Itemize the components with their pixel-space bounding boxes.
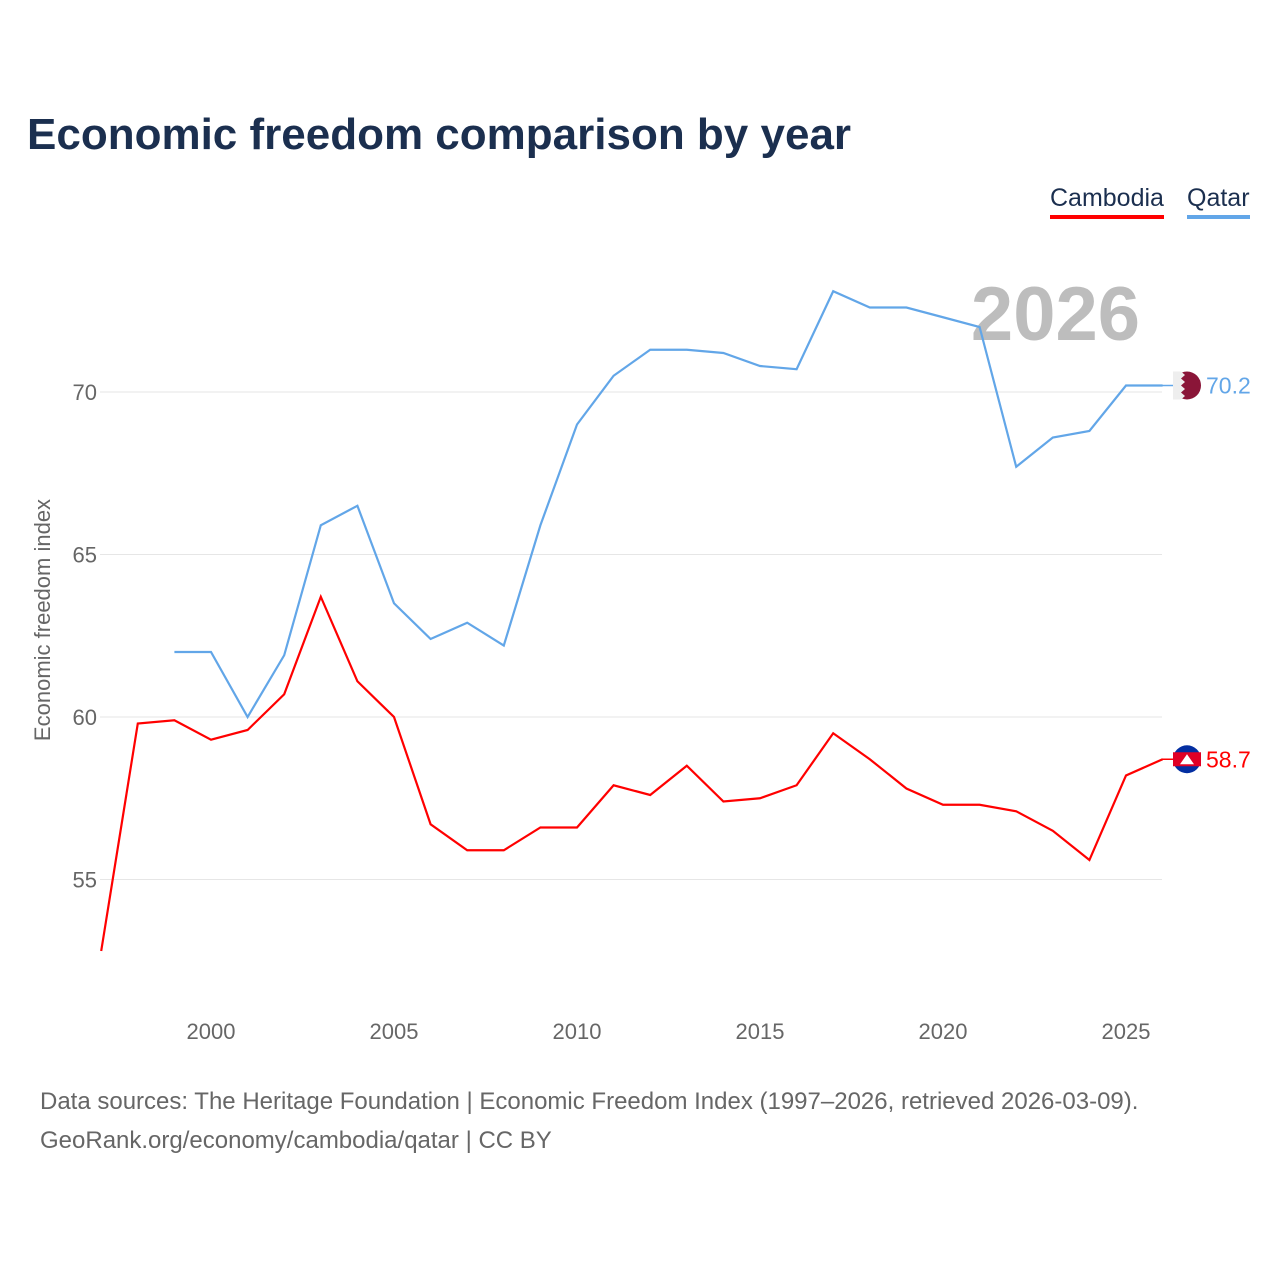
x-tick-label: 2005 [370,1019,419,1044]
y-tick-label: 70 [73,380,97,405]
x-tick-label: 2015 [736,1019,785,1044]
series-line-qatar [174,289,1163,720]
y-axis-label: Economic freedom index [30,499,55,741]
source-url[interactable]: GeoRank.org/economy/cambodia/qatar | CC … [40,1127,552,1154]
y-tick-label: 65 [73,543,97,568]
flag-serration [1173,371,1185,400]
y-tick-label: 60 [73,705,97,730]
y-tick-label: 55 [73,868,97,893]
x-tick-label: 2020 [919,1019,968,1044]
end-value-label: 70.2 [1206,373,1251,399]
legend-qatar[interactable]: Qatar [1187,184,1250,219]
end-value-label: 58.7 [1206,746,1251,772]
x-tick-label: 2000 [187,1019,236,1044]
flag-temple [1180,754,1194,765]
x-tick-label: 2025 [1102,1019,1151,1044]
legend-cambodia[interactable]: Cambodia [1050,184,1164,219]
chart-title: Economic freedom comparison by year [27,110,852,159]
year-watermark: 2026 [971,272,1140,357]
source-text: Data sources: The Heritage Foundation | … [40,1088,1139,1115]
x-tick-label: 2010 [553,1019,602,1044]
series-line-cambodia [100,593,1164,952]
